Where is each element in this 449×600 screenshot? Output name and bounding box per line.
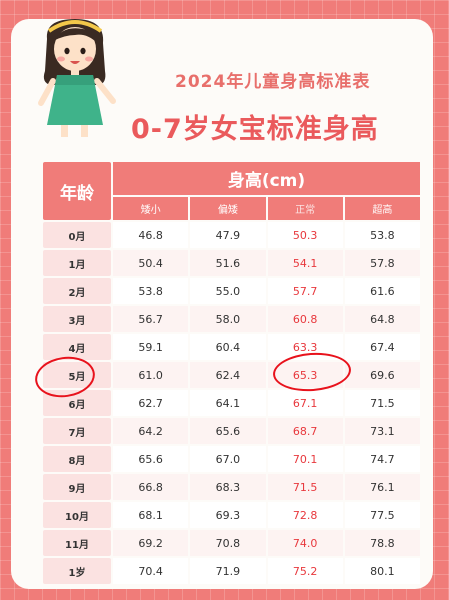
height-value-cell: 78.8 bbox=[344, 530, 420, 556]
height-value-cell: 47.9 bbox=[190, 222, 266, 248]
height-value-cell: 51.6 bbox=[190, 250, 266, 276]
age-cell: 8月 bbox=[43, 446, 111, 472]
height-value-cell: 60.4 bbox=[190, 334, 266, 360]
height-value-cell: 56.7 bbox=[113, 306, 189, 332]
height-value-cell: 55.0 bbox=[190, 278, 266, 304]
height-value-cell: 54.1 bbox=[267, 250, 343, 276]
height-value-cell: 70.8 bbox=[190, 530, 266, 556]
table-row: 5月 61.0 62.4 65.3 69.6 bbox=[43, 362, 420, 388]
age-cell: 3月 bbox=[43, 306, 111, 332]
height-value-cell: 69.6 bbox=[344, 362, 420, 388]
chart-title: 0-7岁女宝标准身高 bbox=[131, 114, 379, 145]
table-row: 11月 69.2 70.8 74.0 78.8 bbox=[43, 530, 420, 556]
height-value-cell: 74.0 bbox=[267, 530, 343, 556]
height-value-cell: 65.6 bbox=[113, 446, 189, 472]
height-value-cell: 66.8 bbox=[113, 474, 189, 500]
height-value-cell: 71.5 bbox=[344, 390, 420, 416]
age-cell: 5月 bbox=[43, 362, 111, 388]
height-value-cell: 46.8 bbox=[113, 222, 189, 248]
age-cell: 2月 bbox=[43, 278, 111, 304]
height-value-cell: 57.8 bbox=[344, 250, 420, 276]
height-value-cell: 67.0 bbox=[190, 446, 266, 472]
height-value-cell: 68.7 bbox=[267, 418, 343, 444]
age-cell: 10月 bbox=[43, 502, 111, 528]
table-row: 2月 53.8 55.0 57.7 61.6 bbox=[43, 278, 420, 304]
height-value-cell: 70.4 bbox=[113, 558, 189, 584]
column-header-normal: 正常 bbox=[267, 197, 343, 220]
height-value-cell: 73.1 bbox=[344, 418, 420, 444]
height-value-cell: 60.8 bbox=[267, 306, 343, 332]
table-row: 1月 50.4 51.6 54.1 57.8 bbox=[43, 250, 420, 276]
height-value-cell: 57.7 bbox=[267, 278, 343, 304]
age-cell: 4月 bbox=[43, 334, 111, 360]
table-row: 4月 59.1 60.4 63.3 67.4 bbox=[43, 334, 420, 360]
height-value-cell: 63.3 bbox=[267, 334, 343, 360]
height-value-cell: 65.6 bbox=[190, 418, 266, 444]
height-value-cell: 69.2 bbox=[113, 530, 189, 556]
height-value-cell: 76.1 bbox=[344, 474, 420, 500]
height-value-cell: 80.1 bbox=[344, 558, 420, 584]
height-value-cell: 75.2 bbox=[267, 558, 343, 584]
age-cell: 11月 bbox=[43, 530, 111, 556]
age-cell: 9月 bbox=[43, 474, 111, 500]
height-value-cell: 64.2 bbox=[113, 418, 189, 444]
height-value-cell: 64.1 bbox=[190, 390, 266, 416]
height-value-cell: 68.3 bbox=[190, 474, 266, 500]
column-header-short: 矮小 bbox=[113, 197, 189, 220]
height-value-cell: 77.5 bbox=[344, 502, 420, 528]
height-value-cell: 58.0 bbox=[190, 306, 266, 332]
height-table: 年龄 身高(cm) 矮小 偏矮 正常 超高 0月 46.8 47.9 50.3 53.8… bbox=[41, 160, 422, 586]
height-value-cell: 50.4 bbox=[113, 250, 189, 276]
height-value-cell: 67.4 bbox=[344, 334, 420, 360]
height-value-cell: 74.7 bbox=[344, 446, 420, 472]
table-row: 9月 66.8 68.3 71.5 76.1 bbox=[43, 474, 420, 500]
table-row: 1岁 70.4 71.9 75.2 80.1 bbox=[43, 558, 420, 584]
height-value-cell: 71.9 bbox=[190, 558, 266, 584]
height-value-cell: 62.7 bbox=[113, 390, 189, 416]
table-row: 8月 65.6 67.0 70.1 74.7 bbox=[43, 446, 420, 472]
height-value-cell: 53.8 bbox=[344, 222, 420, 248]
height-value-cell: 70.1 bbox=[267, 446, 343, 472]
height-value-cell: 50.3 bbox=[267, 222, 343, 248]
table-row: 6月 62.7 64.1 67.1 71.5 bbox=[43, 390, 420, 416]
girl-illustration bbox=[38, 19, 116, 137]
height-value-cell: 59.1 bbox=[113, 334, 189, 360]
chart-card: 2024年儿童身高标准表 0-7岁女宝标准身高 年龄 身高(cm) 矮小 偏矮 … bbox=[11, 19, 433, 589]
column-header-tall: 超高 bbox=[344, 197, 420, 220]
height-value-cell: 64.8 bbox=[344, 306, 420, 332]
height-value-cell: 67.1 bbox=[267, 390, 343, 416]
column-header-below-average: 偏矮 bbox=[190, 197, 266, 220]
height-value-cell: 71.5 bbox=[267, 474, 343, 500]
height-value-cell: 61.0 bbox=[113, 362, 189, 388]
height-header: 身高(cm) bbox=[113, 162, 420, 196]
age-cell: 1岁 bbox=[43, 558, 111, 584]
table-row: 0月 46.8 47.9 50.3 53.8 bbox=[43, 222, 420, 248]
chart-subtitle: 2024年儿童身高标准表 bbox=[175, 72, 371, 92]
height-value-cell: 72.8 bbox=[267, 502, 343, 528]
age-cell: 6月 bbox=[43, 390, 111, 416]
height-value-cell: 53.8 bbox=[113, 278, 189, 304]
age-cell: 7月 bbox=[43, 418, 111, 444]
age-cell: 1月 bbox=[43, 250, 111, 276]
table-body: 0月 46.8 47.9 50.3 53.8 1月 50.4 51.6 54.1 57.8 2月 53… bbox=[43, 222, 420, 584]
height-value-cell: 68.1 bbox=[113, 502, 189, 528]
age-header: 年龄 bbox=[43, 162, 111, 220]
height-value-cell: 65.3 bbox=[267, 362, 343, 388]
table-row: 7月 64.2 65.6 68.7 73.1 bbox=[43, 418, 420, 444]
height-value-cell: 61.6 bbox=[344, 278, 420, 304]
height-value-cell: 69.3 bbox=[190, 502, 266, 528]
height-value-cell: 62.4 bbox=[190, 362, 266, 388]
table-row: 3月 56.7 58.0 60.8 64.8 bbox=[43, 306, 420, 332]
age-cell: 0月 bbox=[43, 222, 111, 248]
table-row: 10月 68.1 69.3 72.8 77.5 bbox=[43, 502, 420, 528]
